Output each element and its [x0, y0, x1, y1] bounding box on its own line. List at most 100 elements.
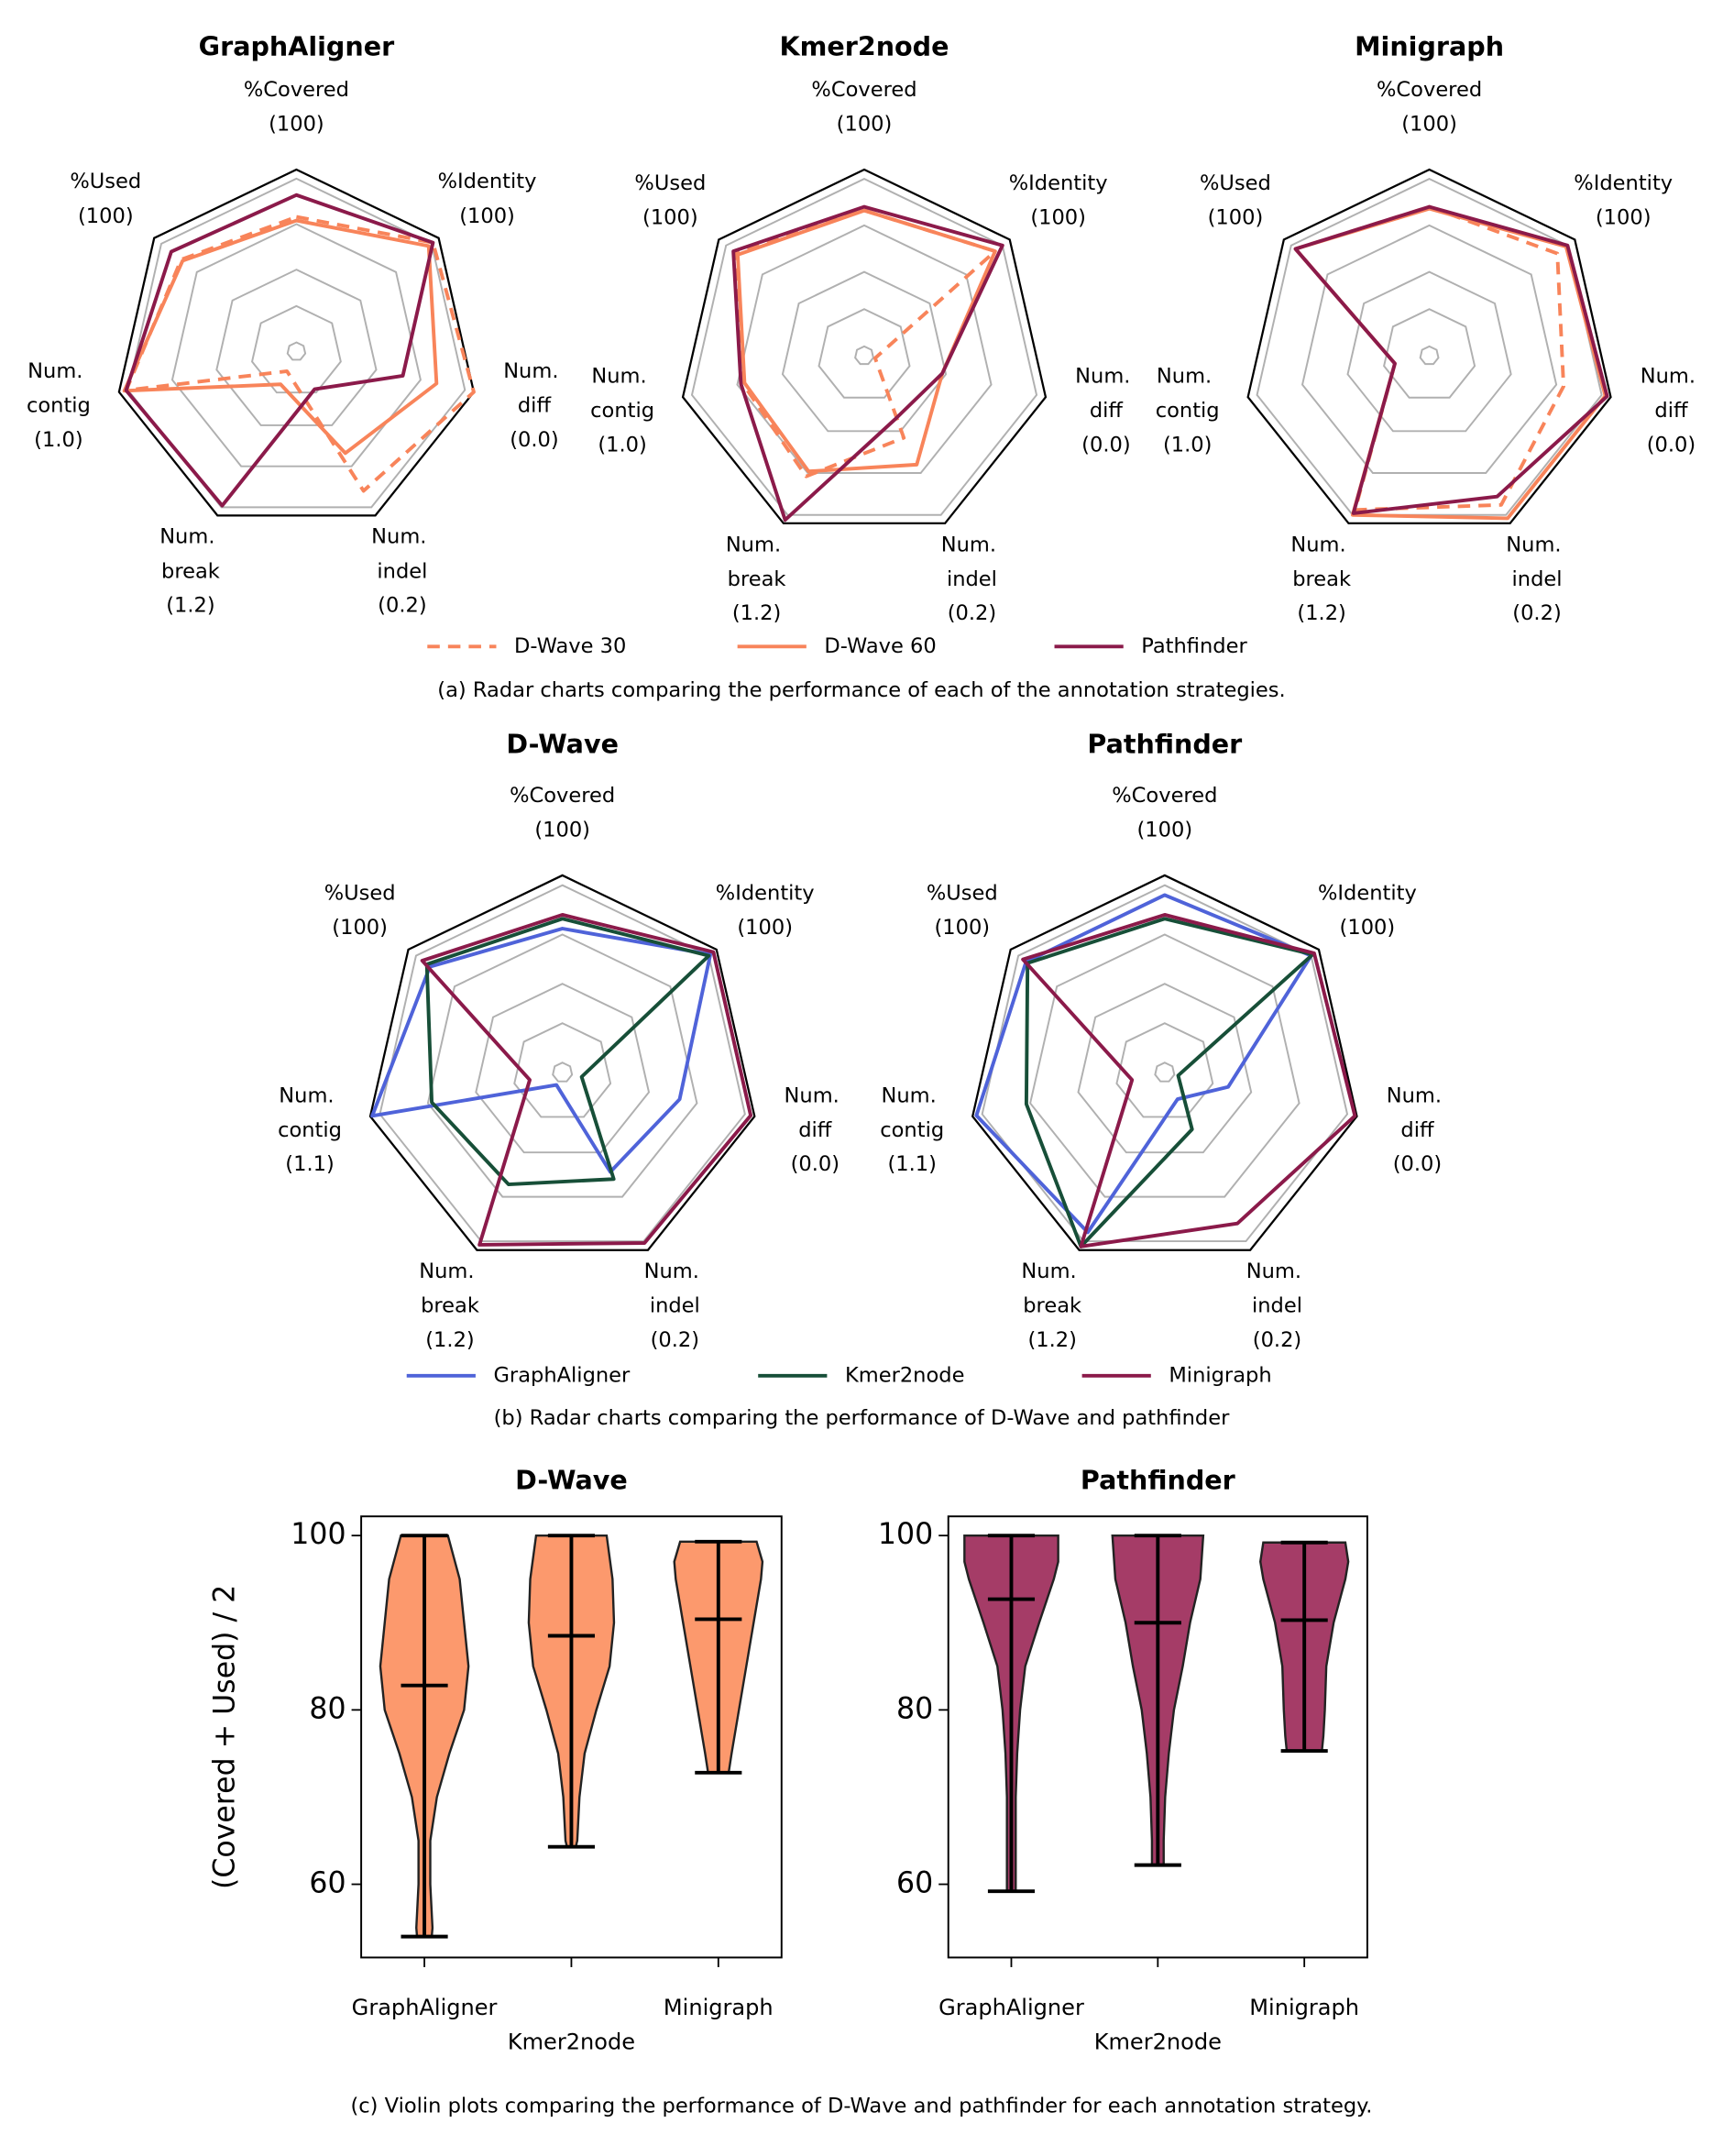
axis-category-label: %Used: [70, 170, 141, 193]
y-tick-label: 60: [896, 1867, 933, 1900]
axis-scale-label: (100): [459, 204, 515, 228]
y-tick-label: 100: [291, 1518, 346, 1551]
y-tick-label: 100: [878, 1518, 933, 1551]
axis-category-label: %Used: [324, 881, 396, 905]
y-tick-label: 60: [309, 1867, 346, 1900]
y-axis-label: (Covered + Used) / 2: [209, 1585, 242, 1889]
axis-category-label: Num. indel: [371, 524, 433, 583]
axis-category-label: %Identity: [1318, 881, 1417, 905]
axis-category-label: %Covered: [1112, 784, 1217, 808]
axis-scale-label: (0.0): [1081, 433, 1130, 456]
outer-frame: [368, 874, 756, 1251]
chart-title: D-Wave: [506, 729, 619, 760]
axis-category-label: %Identity: [1574, 171, 1673, 195]
axis-scale-label: (100): [1340, 916, 1396, 940]
axis-scale-label: (100): [1137, 819, 1193, 842]
y-tick-label: 80: [309, 1692, 346, 1725]
x-tick-label: Kmer2node: [508, 2030, 635, 2055]
radar-line: [1024, 917, 1315, 1248]
radar-line: [424, 917, 711, 1187]
axis-scale-label: (1.2): [1297, 601, 1345, 625]
axis-scale-label: (100): [1596, 206, 1652, 230]
grid-ring: [426, 933, 698, 1198]
grid-ring: [475, 983, 651, 1154]
chart-title: Pathfinder: [1087, 729, 1242, 760]
axis-scale-label: (1.2): [166, 593, 214, 617]
axis-scale-label: (0.2): [1253, 1328, 1301, 1352]
grid-ring: [736, 224, 993, 475]
axis-scale-label: (1.0): [34, 428, 82, 452]
axis-category-label: Num. indel: [941, 533, 1003, 591]
axis-category-label: %Used: [927, 881, 998, 905]
axis-category-label: %Covered: [510, 784, 615, 808]
grid-ring: [170, 223, 422, 468]
legend-label: D-Wave 60: [824, 634, 936, 658]
grid-ring: [250, 304, 342, 394]
grid-ring: [286, 341, 307, 361]
axis-category-label: %Identity: [438, 170, 537, 193]
grid-ring: [513, 1022, 612, 1118]
axis-category-label: Num. contig: [1156, 364, 1220, 423]
radar-line: [735, 208, 997, 474]
axis-scale-label: (1.2): [1027, 1328, 1076, 1352]
axis-category-label: Num. diff: [785, 1084, 846, 1142]
axis-scale-label: (100): [78, 204, 134, 228]
chart-title: GraphAligner: [199, 31, 395, 62]
chart-title: Kmer2node: [779, 31, 949, 62]
axis-scale-label: (100): [934, 916, 990, 940]
axis-category-label: Num. diff: [1075, 364, 1136, 423]
axis-category-label: Num. diff: [503, 359, 565, 418]
x-tick-label: Minigraph: [664, 1995, 774, 2020]
grid-ring: [1077, 983, 1253, 1154]
axis-scale-label: (100): [737, 916, 793, 940]
grid-ring: [981, 884, 1349, 1243]
axis-category-label: Num. indel: [644, 1260, 706, 1318]
radar-line: [974, 893, 1313, 1235]
legend-label: GraphAligner: [493, 1363, 631, 1387]
x-tick-label: Kmer2node: [1094, 2030, 1222, 2055]
radar-line: [370, 927, 713, 1174]
x-tick-label: GraphAligner: [352, 1995, 498, 2020]
axis-category-label: %Covered: [1377, 78, 1482, 102]
outer-frame: [681, 168, 1048, 525]
axis-category-label: %Covered: [244, 78, 349, 102]
axis-category-label: %Used: [634, 171, 706, 195]
axis-scale-label: (0.0): [510, 428, 558, 452]
axis-scale-label: (0.0): [1393, 1152, 1442, 1176]
grid-ring: [690, 178, 1038, 516]
axis-scale-label: (0.0): [791, 1152, 840, 1176]
legend-label: Minigraph: [1169, 1363, 1271, 1387]
chart-title: Minigraph: [1355, 31, 1504, 62]
axis-scale-label: (0.2): [651, 1328, 699, 1352]
axis-scale-label: (0.2): [948, 601, 996, 625]
caption: (c) Violin plots comparing the performan…: [351, 2094, 1373, 2118]
grid-ring: [818, 308, 911, 399]
grid-ring: [1346, 270, 1512, 433]
outer-frame: [971, 874, 1358, 1251]
axis-category-label: Num. diff: [1641, 364, 1702, 423]
axis-category-label: Num. contig: [590, 364, 654, 423]
axis-category-label: Num. indel: [1246, 1260, 1308, 1318]
grid-ring: [379, 884, 746, 1243]
grid-ring: [126, 177, 466, 509]
caption: (b) Radar charts comparing the performan…: [494, 1406, 1231, 1430]
axis-category-label: Num. contig: [880, 1084, 944, 1142]
axis-category-label: Num. break: [1021, 1260, 1082, 1318]
axis-scale-label: (100): [332, 916, 388, 940]
grid-ring: [854, 345, 874, 366]
axis-scale-label: (0.2): [1512, 601, 1561, 625]
grid-ring: [215, 269, 378, 426]
axis-category-label: Num. indel: [1506, 533, 1567, 591]
grid-ring: [552, 1062, 574, 1083]
x-tick-label: Minigraph: [1249, 1995, 1359, 2020]
axis-scale-label: (1.1): [887, 1152, 936, 1176]
outer-frame: [117, 168, 476, 517]
axis-scale-label: (0.2): [378, 593, 426, 617]
axis-scale-label: (100): [837, 113, 893, 137]
radar-line: [1293, 204, 1609, 515]
axis-category-label: %Identity: [1009, 171, 1108, 195]
axis-category-label: %Identity: [716, 881, 815, 905]
plot-frame: [947, 1515, 1368, 1959]
